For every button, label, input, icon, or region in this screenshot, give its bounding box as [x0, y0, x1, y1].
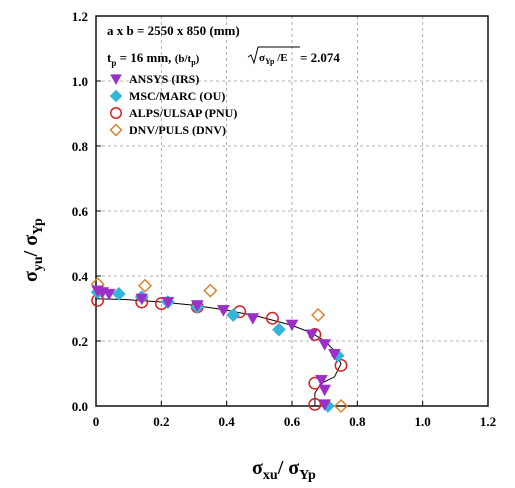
y-tick-label: 0.6 [72, 204, 89, 219]
sqrt-content: σYp /E [259, 52, 288, 66]
x-tick-label: 0 [93, 414, 100, 429]
data-point-ansys-irs [135, 293, 149, 306]
x-axis-ticks: 0 0.2 0.4 0.6 0.8 1.0 1.2 [93, 401, 496, 429]
y-tick-label: 0.8 [72, 139, 89, 154]
data-point-ansys-irs [318, 384, 332, 397]
data-point-ansys-irs [285, 319, 299, 332]
data-point-alps-ulsap-pnu [265, 311, 279, 325]
x-tick-label: 1.2 [480, 414, 496, 429]
data-point-ansys-irs [318, 399, 332, 411]
legend-label: ALPS/ULSAP (PNU) [129, 106, 237, 120]
legend: ANSYS (IRS) MSC/MARC (OU) ALPS/ULSAP (PNU)… [109, 72, 237, 137]
data-point-alps-ulsap-pnu [334, 358, 348, 372]
data-point-ansys-irs [318, 339, 332, 351]
legend-marker [109, 123, 123, 137]
y-tick-label: 0.0 [72, 399, 88, 414]
data-point-ansys-irs [305, 329, 319, 342]
x-tick-label: 0.8 [349, 414, 366, 429]
data-point-ansys-irs [246, 313, 260, 325]
legend-label: MSC/MARC (OU) [129, 89, 225, 103]
y-axis-title: σyu/ σYp [20, 218, 46, 282]
data-point-dnv-puls-dnv [333, 398, 349, 414]
grid-lines [96, 16, 488, 406]
y-axis-ticks: 0.0 0.2 0.4 0.6 0.8 1.0 1.2 [72, 9, 101, 414]
data-point-dnv-puls-dnv [203, 283, 218, 298]
y-tick-label: 0.4 [72, 269, 89, 284]
data-point-msc-marc-ou [111, 286, 126, 301]
y-tick-label: 1.0 [72, 74, 88, 89]
x-tick-label: 0.4 [219, 414, 236, 429]
data-point-alps-ulsap-pnu [308, 397, 322, 411]
data-point-msc-marc-ou [226, 308, 241, 322]
x-axis-title: σxu/ σYp [252, 457, 316, 483]
y-tick-label: 1.2 [72, 9, 88, 24]
data-point-dnv-puls-dnv [137, 278, 153, 293]
legend-label: DNV/PULS (DNV) [129, 123, 226, 137]
x-tick-label: 1.0 [415, 414, 431, 429]
data-point-ansys-irs [314, 374, 328, 387]
sqrt-sign [247, 46, 300, 65]
annotation-result: = 2.074 [300, 50, 340, 65]
annotation-dimensions: a x b = 2550 x 850 (mm) [107, 23, 240, 38]
x-tick-label: 0.6 [284, 414, 301, 429]
data-point-msc-marc-ou [271, 322, 286, 337]
legend-label: ANSYS (IRS) [129, 72, 199, 86]
data-point-ansys-irs [328, 348, 341, 361]
annotation-slenderness: tp = 16 mm, (b/tp) [107, 50, 200, 68]
legend-marker [110, 74, 122, 86]
x-tick-label: 0.2 [153, 414, 169, 429]
data-point-ansys-irs [216, 305, 230, 317]
data-point-ansys-irs [190, 300, 204, 312]
data-point-dnv-puls-dnv [311, 307, 326, 323]
y-tick-label: 0.2 [72, 334, 88, 349]
data-points-layer [90, 277, 349, 414]
legend-marker [109, 89, 123, 103]
data-point-ansys-irs [161, 296, 175, 309]
data-point-ansys-irs [102, 288, 116, 301]
legend-marker [110, 107, 122, 119]
